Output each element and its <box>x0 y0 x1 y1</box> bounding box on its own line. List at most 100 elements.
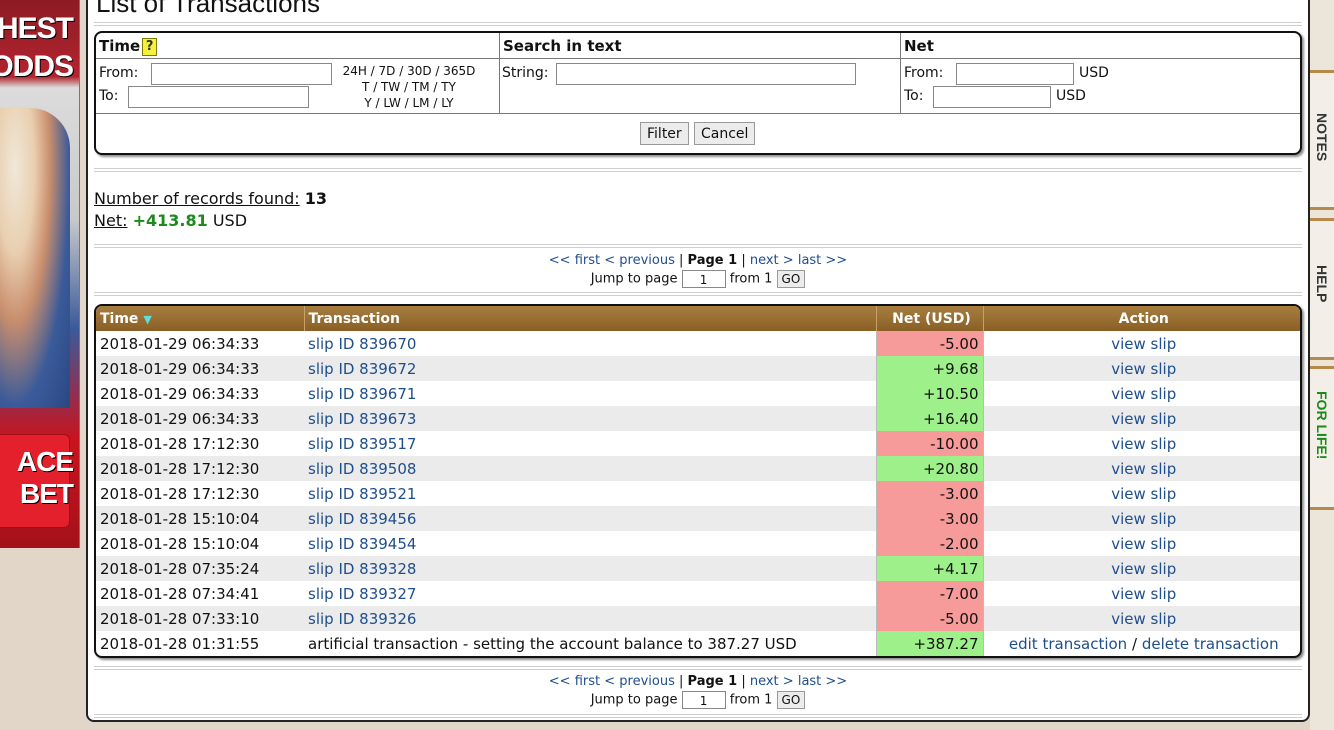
time-to-input[interactable] <box>128 86 309 108</box>
pager-previous-link[interactable]: < previous <box>604 674 675 689</box>
time-to-label: To: <box>99 88 119 104</box>
view-slip-link[interactable]: view slip <box>1111 434 1177 453</box>
row-net: +9.68 <box>875 356 984 381</box>
pager-last-link[interactable]: last >> <box>797 253 848 268</box>
row-time: 2018-01-28 01:31:55 <box>100 634 260 653</box>
table-row: 2018-01-29 06:34:33 slip ID 839672 +9.68… <box>96 356 1300 381</box>
pager-last-link[interactable]: last >> <box>797 674 848 689</box>
net-to-input[interactable] <box>933 86 1051 108</box>
slip-link[interactable]: slip ID 839673 <box>308 409 417 428</box>
side-tab-for-life-label: FOR LIFE! <box>1314 391 1330 460</box>
time-from-input[interactable] <box>151 63 332 85</box>
row-time: 2018-01-28 07:34:41 <box>100 584 260 603</box>
table-row: 2018-01-28 01:31:55 artificial transacti… <box>96 631 1300 656</box>
slip-link[interactable]: slip ID 839517 <box>308 434 417 453</box>
row-time: 2018-01-28 07:33:10 <box>96 606 304 631</box>
slip-link[interactable]: slip ID 839456 <box>308 509 417 528</box>
search-string-label: String: <box>502 65 549 81</box>
view-slip-link[interactable]: view slip <box>1111 509 1177 528</box>
net-from-input[interactable] <box>956 63 1074 85</box>
divider <box>94 22 1302 26</box>
slip-link[interactable]: slip ID 839671 <box>308 384 417 403</box>
jump-to-page-label: Jump to page <box>590 692 678 708</box>
net-filter-heading: Net <box>901 33 1300 59</box>
view-slip-link[interactable]: view slip <box>1111 609 1177 628</box>
records-count-label: Number of records found: <box>94 189 300 208</box>
row-time: 2018-01-28 17:12:30 <box>100 484 260 503</box>
action-separator: / <box>1131 634 1138 653</box>
pager-separator: | <box>679 253 684 268</box>
side-tab-help[interactable]: HELP <box>1310 218 1334 360</box>
go-button[interactable]: GO <box>776 270 806 288</box>
slip-link[interactable]: slip ID 839508 <box>308 459 417 478</box>
pager-current-page: Page 1 <box>687 253 738 268</box>
ad-place-bet-button[interactable] <box>0 434 70 528</box>
jump-to-page-input[interactable]: 1 <box>681 691 726 709</box>
time-shortcut-row-3[interactable]: Y / LW / LM / LY <box>364 96 454 110</box>
side-tabs: NOTES HELP FOR LIFE! <box>1310 0 1334 730</box>
time-from-label: From: <box>99 65 139 81</box>
slip-link[interactable]: slip ID 839326 <box>308 609 417 628</box>
edit-transaction-link[interactable]: edit transaction <box>1008 634 1128 653</box>
table-row: 2018-01-29 06:34:33 slip ID 839673 +16.4… <box>96 406 1300 431</box>
slip-link[interactable]: slip ID 839327 <box>308 584 417 603</box>
search-string-input[interactable] <box>556 63 856 85</box>
pager-previous-link[interactable]: < previous <box>604 253 675 268</box>
time-shortcut-row-2[interactable]: T / TW / TM / TY <box>362 80 456 94</box>
column-header-net[interactable]: Net (USD) <box>876 306 984 331</box>
view-slip-link[interactable]: view slip <box>1111 584 1177 603</box>
row-time: 2018-01-29 06:34:33 <box>96 406 304 431</box>
view-slip-link[interactable]: view slip <box>1111 459 1177 478</box>
view-slip-link[interactable]: view slip <box>1111 359 1177 378</box>
jump-to-page-input[interactable]: 1 <box>681 270 726 288</box>
time-shortcut-row-1[interactable]: 24H / 7D / 30D / 365D <box>342 64 476 78</box>
time-filter-heading: Time? <box>96 33 499 59</box>
column-header-transaction[interactable]: Transaction <box>304 306 877 331</box>
view-slip-link[interactable]: view slip <box>1111 484 1177 503</box>
divider <box>94 244 1302 248</box>
slip-link[interactable]: slip ID 839670 <box>308 334 417 353</box>
table-row: 2018-01-29 06:34:33 slip ID 839670 -5.00… <box>96 331 1300 356</box>
view-slip-link[interactable]: view slip <box>1111 534 1177 553</box>
pager-separator: | <box>679 674 684 689</box>
side-tab-for-life[interactable]: FOR LIFE! <box>1310 366 1334 510</box>
table-row: 2018-01-28 17:12:30 slip ID 839521 -3.00… <box>96 481 1300 506</box>
filter-actions: Filter Cancel <box>96 113 1300 153</box>
row-net: +10.50 <box>875 381 984 406</box>
slip-link[interactable]: slip ID 839672 <box>308 359 417 378</box>
slip-link[interactable]: slip ID 839454 <box>308 534 417 553</box>
pager-first-link[interactable]: << first <box>548 253 601 268</box>
slip-link[interactable]: slip ID 839328 <box>308 559 417 578</box>
banner-ad[interactable]: HEST ODDS ACE BET <box>0 0 80 548</box>
divider <box>94 666 1302 670</box>
ad-text-line-3: ACE <box>16 446 74 477</box>
help-icon[interactable]: ? <box>142 38 158 56</box>
row-net: -5.00 <box>875 606 984 631</box>
cancel-button[interactable]: Cancel <box>694 122 756 145</box>
row-net: +387.27 <box>875 631 984 656</box>
ad-text-line-1: HEST <box>0 12 74 45</box>
side-tab-notes[interactable]: NOTES <box>1310 70 1334 210</box>
table-header-row: Time ▼ Transaction Net (USD) Action <box>96 306 1300 331</box>
page-total-label: from 1 <box>729 692 773 708</box>
view-slip-link[interactable]: view slip <box>1111 559 1177 578</box>
slip-link[interactable]: slip ID 839521 <box>308 484 417 503</box>
delete-transaction-link[interactable]: delete transaction <box>1141 634 1279 653</box>
pager-next-link[interactable]: next > <box>749 253 794 268</box>
pager-next-link[interactable]: next > <box>749 674 794 689</box>
view-slip-link[interactable]: view slip <box>1111 334 1177 353</box>
filter-button[interactable]: Filter <box>640 122 689 145</box>
table-row: 2018-01-28 07:35:24 slip ID 839328 +4.17… <box>96 556 1300 581</box>
column-header-time[interactable]: Time ▼ <box>96 306 305 331</box>
pager-current-page: Page 1 <box>687 674 738 689</box>
view-slip-link[interactable]: view slip <box>1111 384 1177 403</box>
net-to-unit: USD <box>1056 88 1086 104</box>
view-slip-link[interactable]: view slip <box>1111 409 1177 428</box>
main-panel: List of Transactions Time? From: To: 24H… <box>86 0 1310 722</box>
go-button[interactable]: GO <box>776 691 806 709</box>
table-row: 2018-01-28 17:12:30 slip ID 839517 -10.0… <box>96 431 1300 456</box>
filter-box: Time? From: To: 24H / 7D / 30D / 365D T … <box>94 31 1302 155</box>
row-time: 2018-01-28 15:10:04 <box>96 506 304 531</box>
row-net: +4.17 <box>875 556 984 581</box>
pager-first-link[interactable]: << first <box>548 674 601 689</box>
